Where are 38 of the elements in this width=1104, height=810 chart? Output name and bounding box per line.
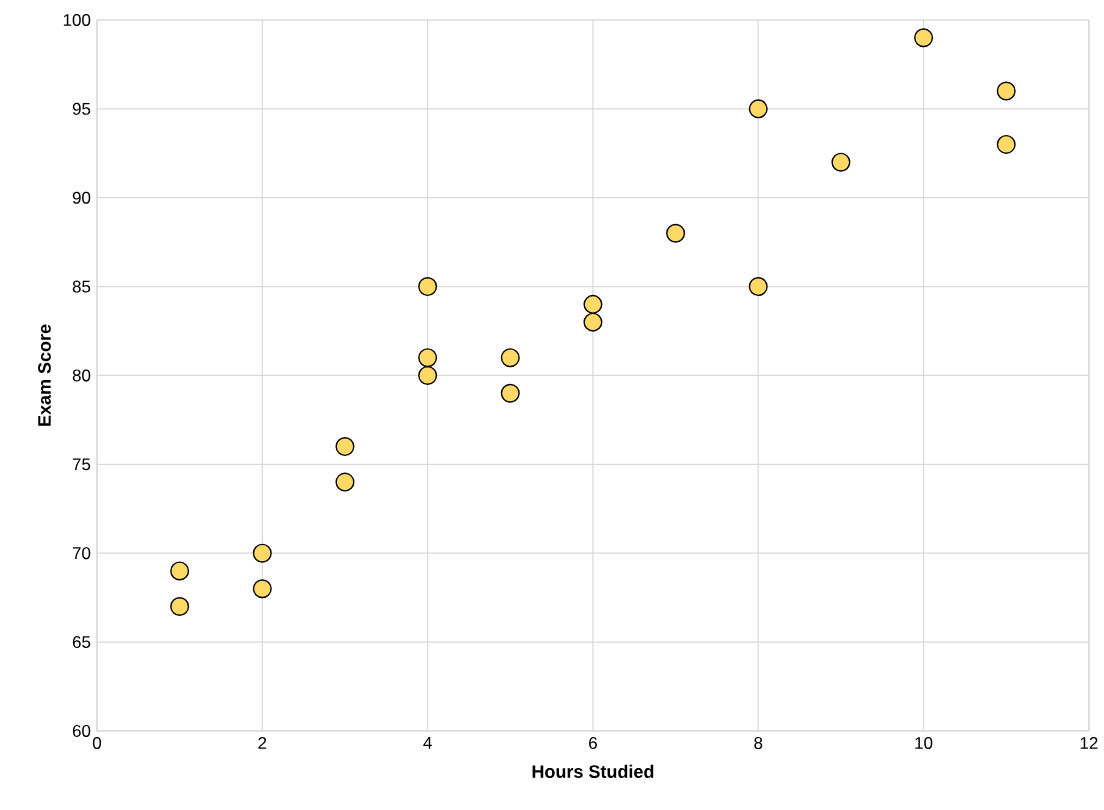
point bbox=[996, 81, 1016, 101]
x-tick-label: 0 bbox=[92, 737, 102, 750]
point bbox=[914, 28, 934, 48]
point bbox=[996, 134, 1016, 154]
point bbox=[252, 579, 272, 599]
point bbox=[252, 543, 272, 563]
point bbox=[500, 383, 520, 403]
x-tick-label: 10 bbox=[915, 737, 933, 750]
point bbox=[583, 294, 603, 314]
point bbox=[500, 348, 520, 368]
y-tick-label: 75 bbox=[72, 458, 91, 471]
y-tick-label: 100 bbox=[63, 14, 91, 27]
x-axis-title: Hours Studied bbox=[532, 764, 654, 779]
y-axis-title: Exam Score bbox=[38, 324, 51, 426]
y-tick-label: 95 bbox=[72, 102, 91, 115]
point bbox=[418, 277, 438, 297]
y-tick-label: 65 bbox=[72, 636, 91, 649]
point bbox=[748, 277, 768, 297]
point bbox=[335, 437, 355, 457]
y-tick-label: 70 bbox=[72, 547, 91, 560]
y-tick-label: 90 bbox=[72, 191, 91, 204]
point bbox=[335, 472, 355, 492]
point bbox=[583, 312, 603, 332]
point bbox=[666, 223, 686, 243]
y-tick-label: 60 bbox=[72, 724, 91, 737]
point bbox=[418, 366, 438, 385]
x-tick-label: 4 bbox=[423, 737, 432, 749]
x-tick-label: 12 bbox=[1080, 737, 1098, 749]
y-tick-label: 85 bbox=[72, 280, 91, 293]
y-tick-label: 80 bbox=[72, 369, 91, 382]
point bbox=[170, 597, 190, 617]
x-tick-label: 2 bbox=[258, 737, 267, 749]
x-tick-label: 6 bbox=[589, 737, 597, 750]
point bbox=[170, 561, 190, 581]
point bbox=[418, 348, 438, 368]
x-tick-label: 8 bbox=[754, 737, 763, 750]
point bbox=[748, 99, 768, 119]
point bbox=[831, 152, 851, 172]
